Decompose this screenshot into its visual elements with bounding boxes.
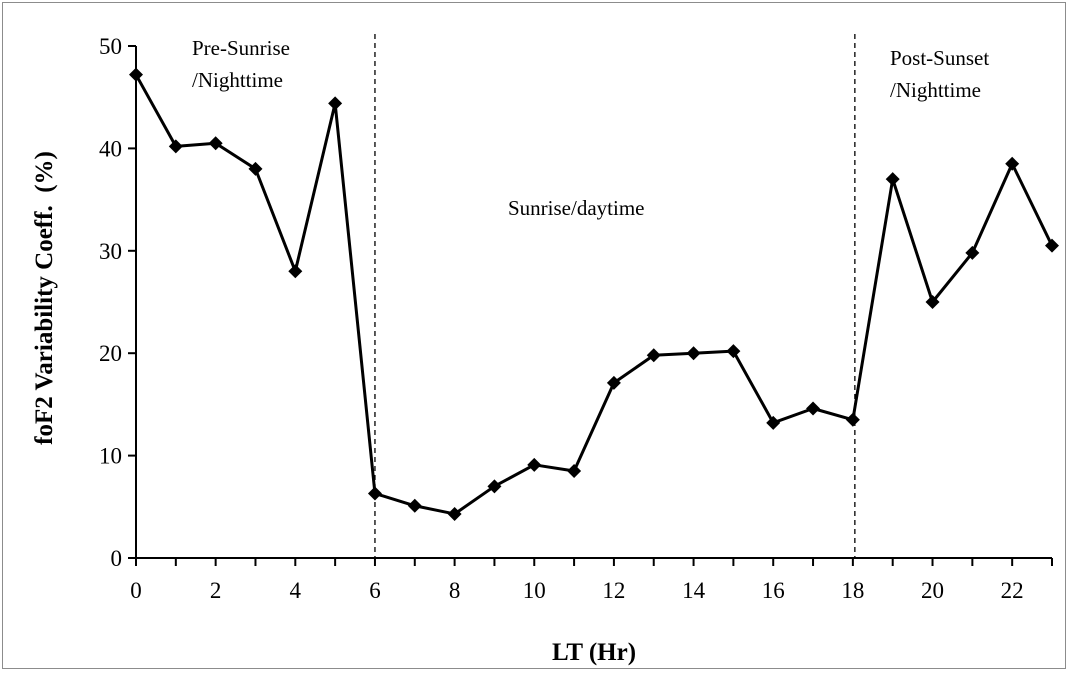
data-point [407, 498, 422, 513]
labels: LT (Hr) foF2 Variability Coeff. (%) [31, 151, 636, 666]
data-point [646, 348, 661, 363]
x-tick-label: 4 [290, 578, 302, 603]
reference-lines [374, 34, 856, 558]
data-point [766, 415, 781, 430]
data-point [168, 139, 183, 154]
x-axis-title: LT (Hr) [552, 639, 636, 666]
data-point [726, 344, 741, 359]
data-point [328, 96, 343, 111]
data-point [965, 245, 980, 260]
x-tick-label: 8 [449, 578, 461, 603]
x-tick-label: 18 [841, 578, 864, 603]
annotations: Pre-Sunrise/Nighttime Sunrise/daytime Post… [192, 36, 989, 220]
series-line [134, 73, 1054, 516]
data-point [686, 346, 701, 361]
annotation-post-sunset: /Nighttime [890, 78, 981, 102]
x-tick-label: 0 [130, 578, 142, 603]
annotation-pre-sunrise: Pre-Sunrise [192, 36, 290, 60]
data-point [447, 506, 462, 521]
data-point [248, 161, 263, 176]
y-tick-label: 40 [99, 136, 122, 161]
y-tick-label: 50 [99, 34, 122, 59]
y-tick-label: 0 [111, 546, 123, 571]
x-tick-label: 10 [523, 578, 546, 603]
y-tick-label: 20 [99, 341, 122, 366]
x-tick-label: 22 [1001, 578, 1024, 603]
data-point [208, 136, 223, 151]
data-point [129, 67, 143, 82]
axes [135, 46, 1052, 559]
data-point [487, 479, 502, 494]
data-point [367, 486, 382, 501]
x-tick-label: 20 [921, 578, 944, 603]
data-point [1045, 238, 1059, 253]
y-axis-title: foF2 Variability Coeff. (%) [31, 151, 58, 445]
annotation-sunrise: Sunrise/daytime [508, 196, 644, 220]
annotation-post-sunset: Post-Sunset [890, 46, 989, 70]
y-tick-label: 10 [99, 444, 122, 469]
data-point [527, 457, 542, 472]
series-plot [129, 67, 1059, 521]
annotation-pre-sunrise: /Nighttime [192, 68, 283, 92]
data-point [806, 401, 821, 416]
data-point [845, 412, 860, 427]
data-point [567, 463, 582, 478]
x-tick-label: 16 [762, 578, 785, 603]
x-tick-label: 14 [682, 578, 706, 603]
x-tick-label: 12 [602, 578, 625, 603]
x-tick-label: 2 [210, 578, 222, 603]
data-point [885, 172, 900, 187]
data-point [925, 295, 940, 309]
data-point [288, 264, 303, 279]
y-tick-label: 30 [99, 239, 122, 264]
x-tick-label: 6 [369, 578, 381, 603]
data-point [606, 375, 621, 390]
ticks: 0 10 20 30 40 50 0 2 4 6 8 10 12 14 16 18 20 22 [99, 34, 1053, 603]
data-point [1005, 156, 1020, 171]
